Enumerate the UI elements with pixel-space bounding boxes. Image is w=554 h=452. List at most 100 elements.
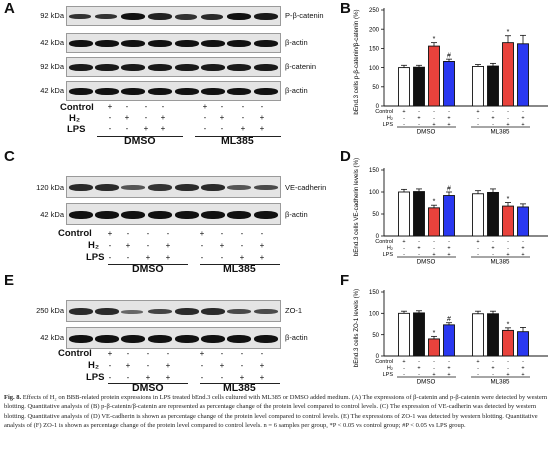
condition-sign: + (402, 239, 405, 245)
condition-sign: - (492, 252, 494, 258)
condition-sign: - (125, 102, 129, 111)
condition-sign: - (403, 252, 405, 258)
condition-sign: - (507, 246, 509, 252)
condition-sign: - (418, 359, 420, 365)
condition-sign: - (418, 252, 420, 258)
condition-sign: + (447, 246, 450, 252)
panel-letter-f: F (340, 272, 350, 289)
condition-sign: + (107, 102, 113, 111)
bar (443, 324, 455, 357)
condition-sign: - (200, 253, 204, 262)
condition-sign: + (432, 252, 435, 258)
significance-mark: # (447, 186, 451, 193)
condition-sign: + (521, 366, 524, 372)
condition-sign: - (241, 102, 245, 111)
group-label-dmso: DMSO (132, 382, 164, 394)
kda-label: 42 kDa (40, 333, 64, 342)
bar (428, 338, 440, 357)
group-label-ml385: ML385 (221, 135, 254, 147)
y-tick-label: 0 (376, 354, 380, 360)
bar (428, 207, 440, 237)
condition-sign: + (239, 373, 245, 382)
condition-sign: + (476, 359, 479, 365)
y-tick-label: 50 (372, 212, 379, 218)
y-tick-label: 150 (369, 290, 380, 296)
western-blot-beta-actin (66, 33, 281, 53)
condition-row-label: LPS (383, 372, 394, 378)
kda-label: 92 kDa (40, 11, 64, 20)
condition-sign: - (108, 113, 112, 122)
condition-sign: - (507, 239, 509, 245)
condition-sign: - (477, 252, 479, 258)
bar-chart-d: bEnd.3 cells VE-cadherin levels (%) 0 50 10… (353, 158, 548, 266)
bar (398, 67, 410, 107)
condition-sign: + (491, 116, 494, 122)
y-tick-label: 200 (369, 27, 380, 33)
bar (413, 191, 425, 237)
condition-label-control: Control (58, 228, 92, 239)
y-tick-label: 0 (376, 234, 380, 240)
condition-sign: - (507, 366, 509, 372)
condition-sign: - (507, 109, 509, 115)
group-underline (97, 136, 183, 137)
condition-sign: - (126, 373, 130, 382)
bar (502, 42, 514, 107)
condition-sign: + (491, 366, 494, 372)
condition-sign: - (146, 241, 150, 250)
y-tick-label: 50 (372, 85, 379, 91)
condition-label-h2: H₂ (69, 113, 81, 124)
condition-sign: + (145, 253, 151, 262)
western-blot-beta-actin (66, 203, 281, 225)
group-label: DMSO (417, 379, 436, 386)
bar (502, 329, 514, 357)
condition-sign: - (108, 361, 112, 370)
bar (487, 191, 499, 237)
y-tick-label: 150 (369, 168, 380, 174)
condition-sign: - (220, 124, 224, 133)
condition-sign: - (166, 229, 170, 238)
condition-sign: - (220, 253, 224, 262)
condition-sign: + (402, 359, 405, 365)
condition-sign: + (165, 253, 171, 262)
condition-sign: + (125, 361, 131, 370)
protein-label: ZO-1 (285, 306, 303, 315)
condition-sign: + (521, 122, 524, 128)
condition-sign: - (492, 122, 494, 128)
panel-letter-e: E (4, 272, 15, 289)
condition-sign: + (124, 113, 130, 122)
condition-sign: - (220, 102, 224, 111)
condition-sign: - (260, 349, 264, 358)
condition-sign: - (240, 361, 244, 370)
condition-sign: - (477, 246, 479, 252)
group-label: ML385 (491, 129, 510, 136)
panel-letter-c: C (4, 148, 15, 165)
significance-mark: * (507, 196, 510, 203)
condition-sign: + (506, 252, 509, 258)
kda-label: 250 kDa (36, 306, 64, 315)
condition-sign: - (220, 373, 224, 382)
bar (487, 65, 499, 107)
condition-sign: - (161, 102, 165, 111)
y-tick-label: 150 (369, 47, 380, 53)
kda-label: 42 kDa (40, 210, 64, 219)
condition-sign: + (219, 113, 225, 122)
significance-mark: * (507, 29, 510, 36)
condition-label-lps: LPS (86, 252, 105, 263)
group-label: ML385 (491, 379, 510, 386)
bar-chart-f: bEnd.3 cells ZO-1 levels (%) 0 50 100 150 * # *… (353, 289, 548, 386)
condition-sign: - (522, 109, 524, 115)
condition-sign: - (418, 239, 420, 245)
condition-sign: - (108, 253, 112, 262)
condition-sign: - (403, 116, 405, 122)
condition-sign: + (125, 241, 131, 250)
condition-sign: + (259, 253, 265, 262)
significance-mark: * (433, 36, 436, 43)
condition-sign: - (203, 113, 207, 122)
significance-mark: # (447, 316, 451, 323)
condition-sign: - (220, 349, 224, 358)
condition-sign: + (506, 122, 509, 128)
group-label-ml385: ML385 (223, 263, 256, 275)
western-blot-beta-catenin (66, 57, 281, 77)
condition-sign: - (144, 102, 148, 111)
condition-label-h2: H₂ (88, 360, 100, 371)
